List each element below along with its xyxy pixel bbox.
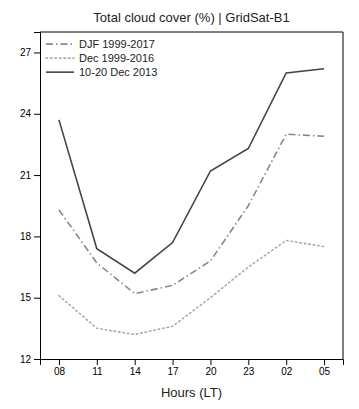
- legend-item: 10-20 Dec 2013: [46, 66, 157, 78]
- chart-container: 12 15 18 21 24 27 08 11 14 17 20 23 02 05 DJF 1999-201…: [0, 0, 359, 409]
- x-tick-label: 02: [281, 366, 293, 377]
- y-tick-label: 21: [20, 170, 32, 181]
- legend-item: DJF 1999-2017: [46, 38, 155, 50]
- y-tick: 12: [20, 354, 40, 365]
- y-tick-mark: [34, 175, 40, 176]
- y-tick-mark: [34, 359, 40, 360]
- x-tick: 11: [92, 359, 103, 377]
- y-tick-mark: [34, 52, 40, 53]
- plot: 12 15 18 21 24 27 08 11 14 17 20 23 02 05 DJF 1999-201…: [20, 32, 344, 377]
- x-tick: 23: [243, 359, 255, 377]
- x-tick-label: 08: [54, 366, 66, 377]
- x-tick-mark: [59, 359, 60, 365]
- title: Total cloud cover (%) | GridSat-B1: [93, 10, 289, 25]
- y-tick-label: 24: [20, 108, 32, 119]
- x-tick-mark: [173, 359, 174, 365]
- x-tick: 20: [205, 359, 217, 377]
- chart-svg: 12 15 18 21 24 27 08 11 14 17 20 23 02 05 DJF 1999-201…: [0, 0, 359, 409]
- x-tick-mark: [97, 359, 98, 365]
- y-tick: 15: [20, 292, 40, 303]
- legend-label: DJF 1999-2017: [79, 38, 155, 50]
- y-tick: 18: [20, 231, 40, 242]
- y-tick-mark: [34, 114, 40, 115]
- legend: DJF 1999-2017 Dec 1999-2016 10-20 Dec 2013: [46, 38, 157, 78]
- legend-swatch: [46, 71, 74, 73]
- y-tick-label: 18: [20, 231, 32, 242]
- series-line: [59, 134, 324, 293]
- x-tick: 08: [54, 359, 66, 377]
- x-tick: 17: [168, 359, 180, 377]
- x-tick-label: 11: [92, 366, 103, 377]
- x-tick-label: 14: [130, 366, 142, 377]
- series-line: [59, 69, 324, 273]
- lines: [59, 69, 324, 335]
- x-tick-label: 05: [319, 366, 331, 377]
- x-tick-label: 23: [243, 366, 255, 377]
- x-tick-mark: [248, 359, 249, 365]
- y-tick-label: 27: [20, 47, 32, 58]
- series-line: [59, 240, 324, 334]
- legend-swatch: [46, 57, 74, 59]
- legend-swatch: [46, 43, 74, 45]
- x-tick: 05: [319, 359, 331, 377]
- y-tick: 27: [20, 47, 40, 58]
- legend-label: 10-20 Dec 2013: [79, 66, 157, 78]
- y-tick: 21: [20, 170, 40, 181]
- x-tick-mark: [135, 359, 136, 365]
- x-tick-mark: [286, 359, 287, 365]
- x-tick: 02: [281, 359, 293, 377]
- x-tick-mark: [210, 359, 211, 365]
- frame-top: [40, 32, 343, 33]
- y-axis: 12 15 18 21 24 27: [20, 33, 41, 365]
- x-tick-label: 17: [168, 366, 180, 377]
- x-axis: 08 11 14 17 20 23 02 05: [41, 359, 344, 377]
- x-axis-line: [41, 360, 344, 366]
- y-tick-mark: [34, 236, 40, 237]
- y-tick-label: 12: [20, 354, 32, 365]
- x-tick-mark: [324, 359, 325, 365]
- x-tick-label: 20: [205, 366, 217, 377]
- x-axis-title: Hours (LT): [161, 385, 222, 400]
- frame-right: [343, 32, 344, 359]
- legend-item: Dec 1999-2016: [46, 52, 154, 64]
- y-axis-line: [34, 33, 41, 360]
- y-tick-label: 15: [20, 292, 32, 303]
- y-tick: 24: [20, 108, 40, 119]
- legend-label: Dec 1999-2016: [79, 52, 154, 64]
- y-tick-mark: [34, 298, 40, 299]
- x-tick: 14: [130, 359, 142, 377]
